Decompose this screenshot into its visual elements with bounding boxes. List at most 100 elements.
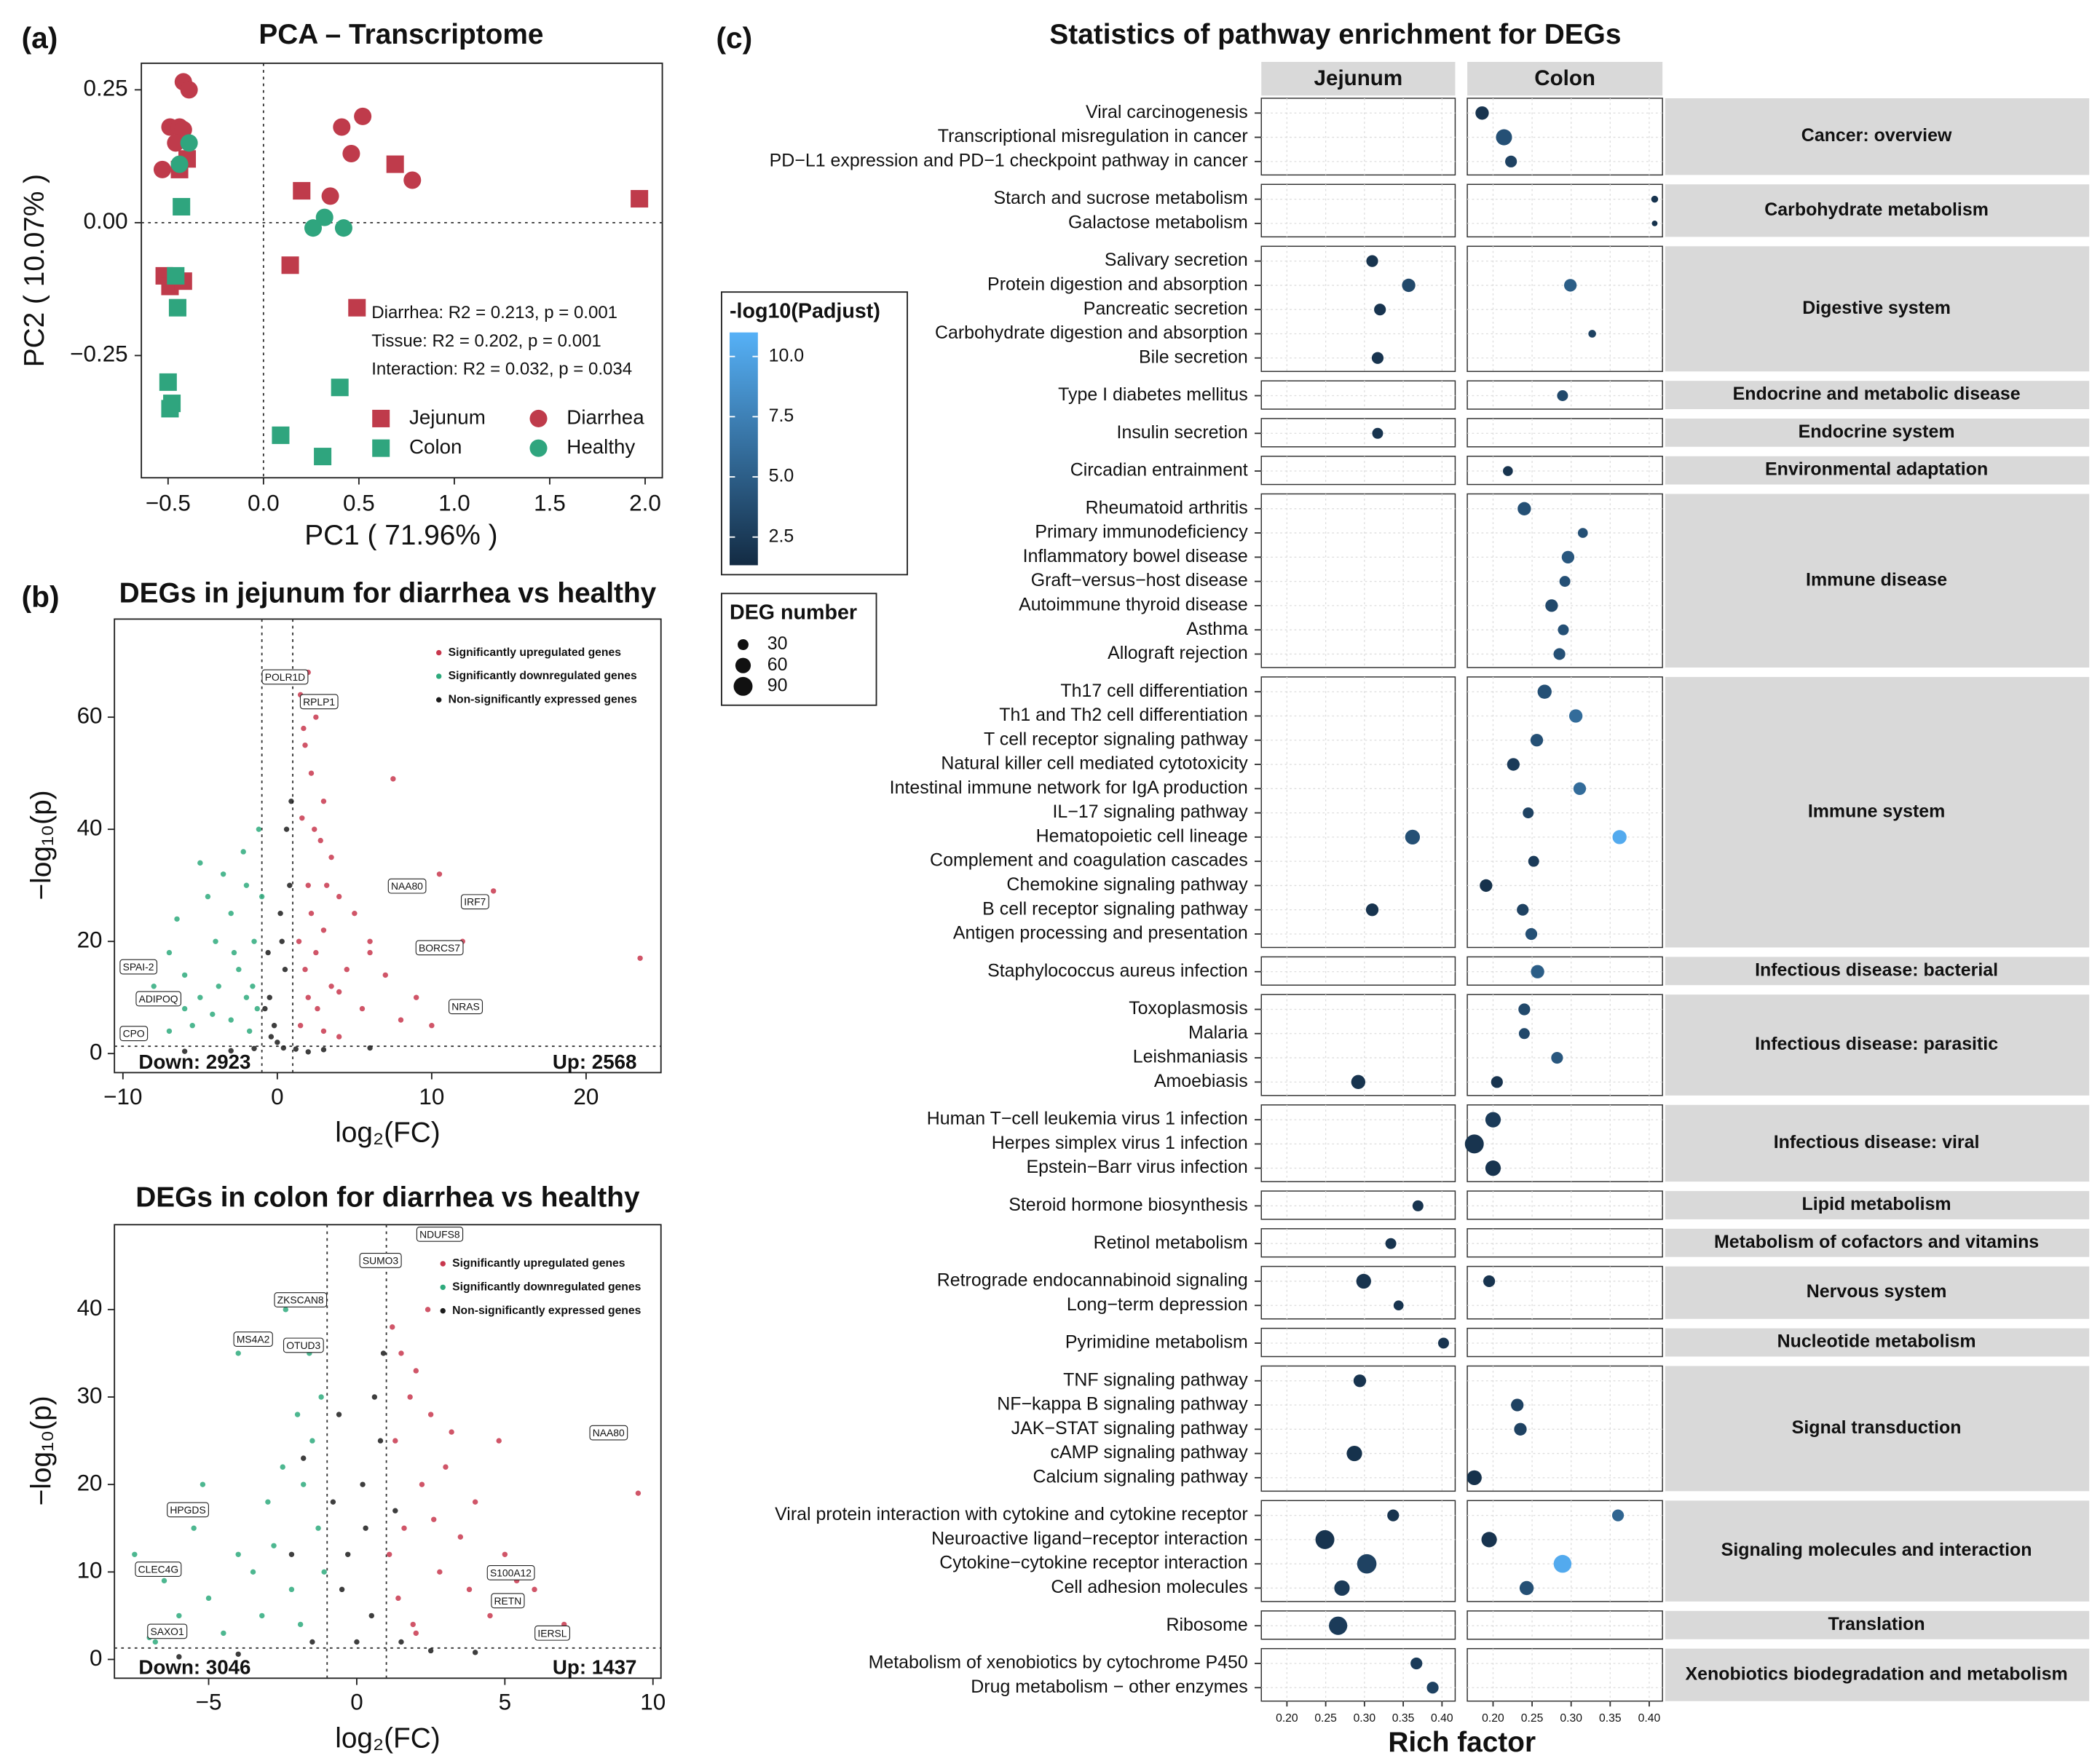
gene-label-box bbox=[486, 1564, 535, 1580]
gene-label-text: RETN bbox=[494, 1595, 522, 1607]
dot bbox=[1611, 1509, 1625, 1521]
group-label: Immune disease bbox=[1806, 569, 1947, 590]
point bbox=[398, 1017, 404, 1023]
point bbox=[466, 1586, 473, 1593]
point bbox=[413, 1630, 419, 1637]
chart-title: DEGs in colon for diarrhea vs healthy bbox=[135, 1182, 640, 1213]
group-label: Infectious disease: bacterial bbox=[1755, 959, 1998, 980]
point bbox=[407, 1394, 413, 1400]
point bbox=[317, 837, 323, 844]
x-axis-title: log₂(FC) bbox=[335, 1117, 440, 1149]
y-tick-label: Viral carcinogenesis bbox=[1086, 102, 1248, 122]
x-tick-label: 0.40 bbox=[1431, 1712, 1453, 1725]
facet-strip bbox=[1467, 62, 1663, 96]
dot bbox=[1334, 1580, 1350, 1596]
legend-label: Healthy bbox=[567, 435, 635, 458]
plot-frame bbox=[114, 1224, 662, 1679]
dot bbox=[1372, 427, 1383, 439]
point bbox=[502, 1551, 508, 1557]
legend-marker bbox=[372, 439, 390, 457]
point bbox=[299, 815, 305, 821]
point bbox=[336, 893, 342, 900]
size-key bbox=[738, 639, 749, 651]
group-strip bbox=[1665, 184, 2090, 237]
point bbox=[200, 1481, 206, 1487]
y-tick-label: −0.25 bbox=[70, 341, 127, 367]
y-tick-label: 0 bbox=[90, 1040, 102, 1065]
y-tick-label: Human T−cell leukemia virus 1 infection bbox=[927, 1109, 1248, 1129]
point bbox=[236, 967, 242, 973]
dot bbox=[1329, 1616, 1348, 1635]
y-tick-label: TNF signaling pathway bbox=[1063, 1369, 1248, 1390]
dot bbox=[1518, 1003, 1531, 1016]
point bbox=[288, 1586, 295, 1593]
gene-label: S100A12 bbox=[486, 1564, 535, 1580]
dot bbox=[1402, 278, 1416, 293]
dot bbox=[1410, 1657, 1423, 1670]
legend-label: Significantly downregulated genes bbox=[452, 1281, 641, 1293]
point bbox=[213, 938, 218, 944]
point bbox=[272, 426, 290, 444]
point bbox=[132, 1551, 138, 1557]
point bbox=[167, 134, 185, 152]
dot bbox=[1519, 1580, 1534, 1596]
gene-label: CPO bbox=[119, 1026, 149, 1042]
gene-label-text: NAA80 bbox=[593, 1427, 625, 1439]
gene-label-box bbox=[119, 959, 158, 975]
point bbox=[168, 298, 186, 317]
dot bbox=[1481, 1532, 1497, 1548]
gene-label-text: CPO bbox=[123, 1028, 145, 1040]
dot bbox=[1557, 390, 1568, 402]
y-tick-label: 0 bbox=[90, 1645, 102, 1671]
point bbox=[268, 1034, 275, 1040]
dot bbox=[1573, 782, 1587, 795]
point bbox=[271, 1543, 277, 1548]
point bbox=[334, 219, 352, 237]
dot bbox=[1553, 1554, 1572, 1573]
group-label: Xenobiotics biodegradation and metabolis… bbox=[1686, 1663, 2068, 1684]
point bbox=[336, 1412, 342, 1417]
y-tick-label: Complement and coagulation cascades bbox=[930, 850, 1248, 871]
point bbox=[271, 1023, 277, 1029]
point bbox=[265, 949, 271, 956]
x-tick-label: 0.20 bbox=[1276, 1712, 1298, 1725]
point bbox=[331, 379, 349, 397]
group-strip bbox=[1665, 1610, 2090, 1639]
gene-label-box bbox=[167, 1502, 209, 1518]
dot bbox=[1561, 550, 1575, 564]
y-tick-label: Graft−versus−host disease bbox=[1031, 570, 1248, 590]
x-tick-label: 0.25 bbox=[1521, 1712, 1544, 1725]
point bbox=[235, 1651, 241, 1657]
y-tick-label: 0.25 bbox=[84, 76, 128, 101]
point bbox=[631, 190, 649, 208]
x-tick-label: 0 bbox=[350, 1690, 363, 1715]
plot-frame bbox=[141, 62, 663, 479]
point bbox=[336, 1034, 342, 1040]
dot bbox=[1559, 576, 1571, 587]
gene-label-text: S100A12 bbox=[490, 1567, 532, 1578]
group-strip bbox=[1665, 1228, 2090, 1257]
group-label: Carbohydrate metabolism bbox=[1764, 199, 1989, 220]
point bbox=[281, 256, 299, 274]
point bbox=[398, 1639, 404, 1645]
group-label: Cancer: overview bbox=[1801, 125, 1952, 146]
group-label: Endocrine system bbox=[1799, 422, 1955, 442]
point bbox=[367, 1045, 373, 1051]
dot bbox=[1507, 758, 1520, 771]
gene-label: MS4A2 bbox=[233, 1331, 273, 1347]
gene-label-text: ADIPOQ bbox=[139, 993, 178, 1005]
y-tick-label: Epstein−Barr virus infection bbox=[1027, 1157, 1248, 1177]
dot bbox=[1351, 1075, 1366, 1090]
y-tick-label: Intestinal immune network for IgA produc… bbox=[890, 777, 1248, 798]
gene-label: SAXO1 bbox=[147, 1623, 188, 1639]
dot bbox=[1558, 624, 1569, 636]
point bbox=[228, 1017, 234, 1023]
panel bbox=[1467, 1228, 1663, 1258]
point bbox=[301, 1481, 307, 1487]
x-tick-label: 0.30 bbox=[1354, 1712, 1376, 1725]
gene-label: IERSL bbox=[534, 1625, 570, 1641]
dot bbox=[1371, 352, 1384, 364]
group-strip bbox=[1665, 1366, 2090, 1492]
y-tick-label: Pyrimidine metabolism bbox=[1065, 1332, 1248, 1353]
